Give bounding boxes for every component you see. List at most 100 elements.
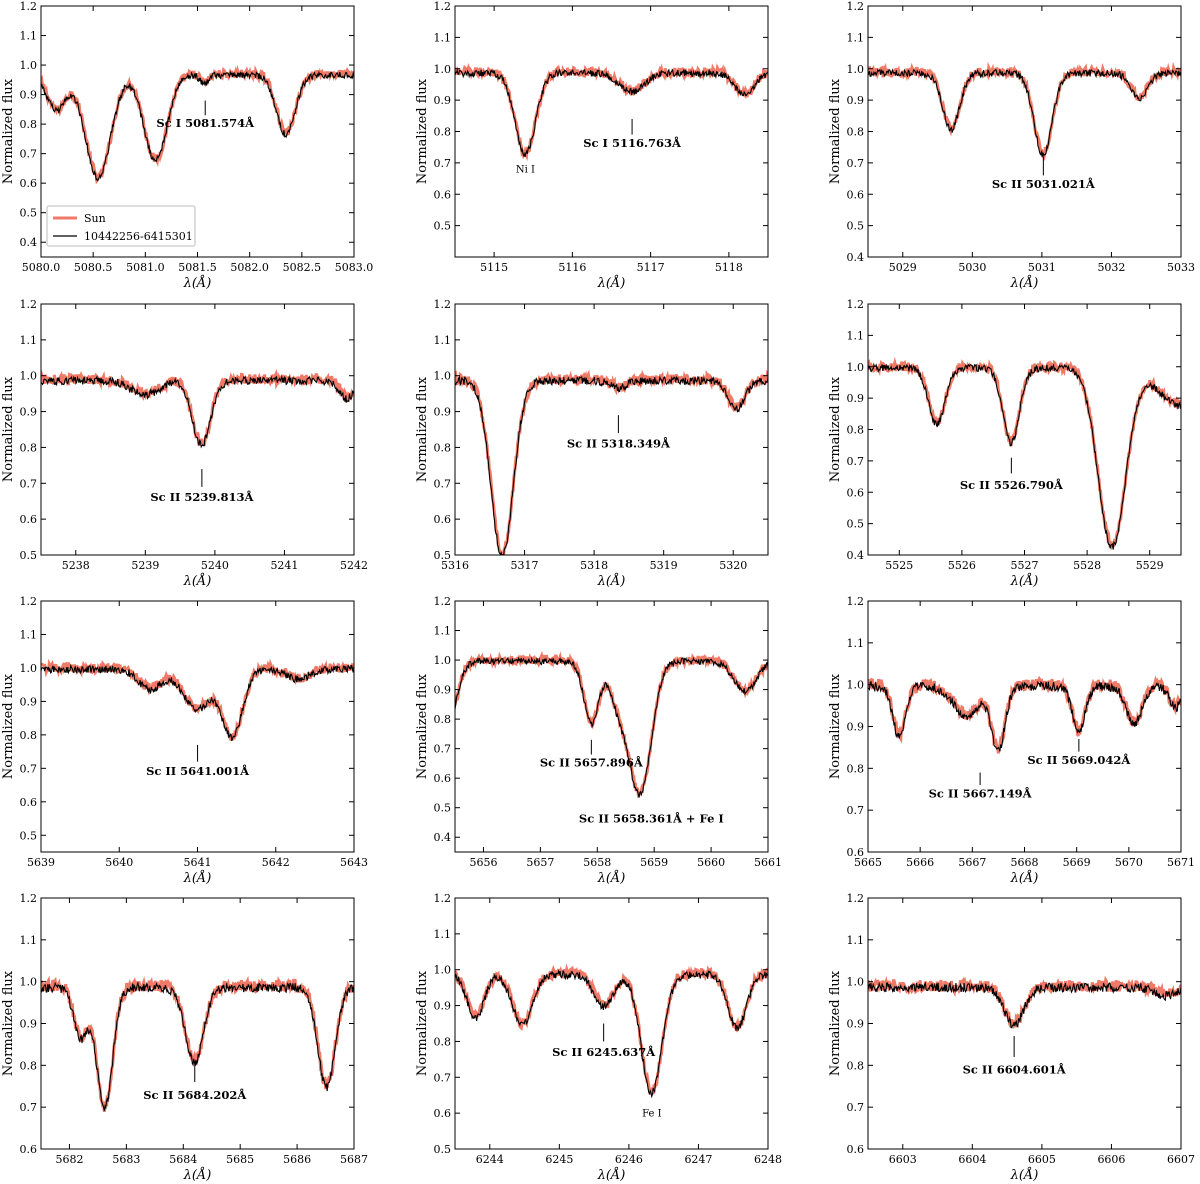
series-star: [868, 680, 1181, 752]
y-tick-label: 0.5: [847, 518, 865, 531]
y-tick-label: 0.7: [434, 157, 452, 170]
y-tick-label: 0.7: [434, 743, 452, 756]
x-tick-label: 5667: [958, 856, 986, 869]
x-tick-label: 5687: [340, 1153, 368, 1166]
x-tick-label: 5118: [715, 261, 743, 274]
x-tick-label: 5080.0: [22, 261, 61, 274]
y-tick-label: 0.9: [847, 94, 865, 107]
y-tick-label: 1.2: [434, 595, 452, 608]
y-tick-label: 1.2: [847, 0, 865, 13]
x-tick-label: 5669: [1063, 856, 1091, 869]
x-tick-label: 6246: [615, 1153, 643, 1166]
line-annotation: Sc II 6604.601Å: [963, 1063, 1067, 1077]
panel-9: 5665 5666 5667 5668 5669 5670 5671 0.6 0.7 0.8 0.9…: [828, 595, 1195, 886]
x-tick-label: 6605: [1028, 1153, 1056, 1166]
series-sun: [455, 650, 768, 799]
y-tick-label: 0.8: [434, 126, 452, 139]
y-axis-label: Normalized flux: [828, 970, 843, 1076]
y-tick-label: 1.2: [20, 595, 38, 608]
series-star: [868, 68, 1181, 157]
y-tick-label: 0.5: [20, 829, 38, 842]
x-tick-label: 5641: [184, 856, 212, 869]
x-axis-label: λ(Å): [1010, 1167, 1039, 1183]
x-tick-label: 5658: [583, 856, 611, 869]
y-tick-label: 1.0: [434, 63, 452, 76]
y-tick-label: 0.8: [20, 118, 38, 131]
x-tick-label: 6607: [1167, 1153, 1195, 1166]
legend-box: [46, 205, 196, 247]
series-sun: [455, 963, 768, 1095]
x-tick-label: 5686: [283, 1153, 311, 1166]
x-tick-label: 5656: [469, 856, 497, 869]
x-tick-label: 5320: [719, 559, 747, 572]
y-tick-label: 0.6: [847, 188, 865, 201]
axes-frame: [454, 5, 769, 258]
line-annotation: Sc I 5116.763Å: [583, 136, 682, 150]
x-tick-label: 5527: [1011, 559, 1039, 572]
x-tick-label: 5238: [62, 559, 90, 572]
series-star: [41, 374, 354, 449]
series-star: [455, 969, 768, 1099]
y-tick-label: 0.6: [434, 513, 452, 526]
panel-8: 5656 5657 5658 5659 5660 5661 0.4 0.5 0.6 0.7 0.8 0…: [415, 595, 782, 886]
y-tick-label: 0.7: [434, 1071, 452, 1084]
y-tick-label: 0.4: [847, 251, 865, 264]
line-annotation: Sc II 6245.637Å: [552, 1045, 656, 1059]
x-tick-label: 5682: [55, 1153, 83, 1166]
y-tick-label: 1.2: [434, 892, 452, 905]
x-tick-label: 5239: [131, 559, 159, 572]
series-star: [41, 663, 354, 742]
x-tick-label: 6606: [1097, 1153, 1125, 1166]
series-sun: [41, 658, 354, 742]
y-tick-label: 0.4: [20, 236, 38, 249]
axes-frame: [40, 897, 355, 1150]
y-tick-label: 1.0: [20, 370, 38, 383]
x-tick-label: 5665: [854, 856, 882, 869]
y-axis-label: Normalized flux: [1, 376, 16, 482]
series-sun: [41, 975, 354, 1113]
x-tick-label: 5529: [1136, 559, 1164, 572]
x-axis-label: λ(Å): [597, 275, 626, 291]
y-tick-label: 0.8: [20, 441, 38, 454]
x-tick-label: 5526: [948, 559, 976, 572]
x-tick-label: 5525: [885, 559, 913, 572]
y-tick-label: 1.1: [847, 31, 865, 44]
x-tick-label: 5671: [1167, 856, 1195, 869]
series-star: [455, 68, 768, 158]
x-tick-label: 5116: [558, 261, 586, 274]
axes-frame: [867, 897, 1182, 1150]
y-tick-label: 0.8: [847, 762, 865, 775]
x-tick-label: 5080.5: [74, 261, 113, 274]
y-tick-label: 1.1: [20, 628, 38, 641]
x-tick-label: 5661: [754, 856, 782, 869]
x-tick-label: 5031: [1028, 261, 1056, 274]
panel-6: 5525 5526 5527 5528 5529 0.4 0.5 0.6 0.7 0.8 0.9 1.…: [828, 298, 1182, 589]
x-tick-label: 5316: [441, 559, 469, 572]
x-tick-label: 5684: [169, 1153, 197, 1166]
axes-frame: [454, 600, 769, 853]
y-tick-label: 1.1: [434, 928, 452, 941]
x-axis-label: λ(Å): [1010, 275, 1039, 291]
x-tick-label: 5030: [958, 261, 986, 274]
y-tick-label: 0.7: [847, 455, 865, 468]
y-tick-label: 1.0: [20, 976, 38, 989]
line-annotation: Sc I 5081.574Å: [156, 116, 255, 130]
panel-4: 5238 5239 5240 5241 5242 0.5 0.6 0.7 0.8 0.9 1.0 1.…: [1, 298, 368, 589]
x-tick-label: 5242: [340, 559, 368, 572]
y-tick-label: 0.7: [20, 477, 38, 490]
line-annotation: Fe I: [642, 1109, 661, 1120]
y-tick-label: 1.1: [20, 30, 38, 43]
y-tick-label: 0.9: [20, 695, 38, 708]
y-tick-label: 1.0: [20, 59, 38, 72]
line-annotation: Sc II 5239.813Å: [150, 490, 254, 504]
y-tick-label: 0.6: [20, 796, 38, 809]
y-tick-label: 1.0: [847, 361, 865, 374]
y-tick-label: 1.1: [434, 334, 452, 347]
y-tick-label: 1.1: [847, 934, 865, 947]
legend-label-star: 10442256-6415301: [84, 230, 193, 243]
y-axis-label: Normalized flux: [1, 673, 16, 779]
x-tick-label: 5659: [640, 856, 668, 869]
axes-frame: [40, 600, 355, 853]
series-sun: [868, 675, 1181, 754]
